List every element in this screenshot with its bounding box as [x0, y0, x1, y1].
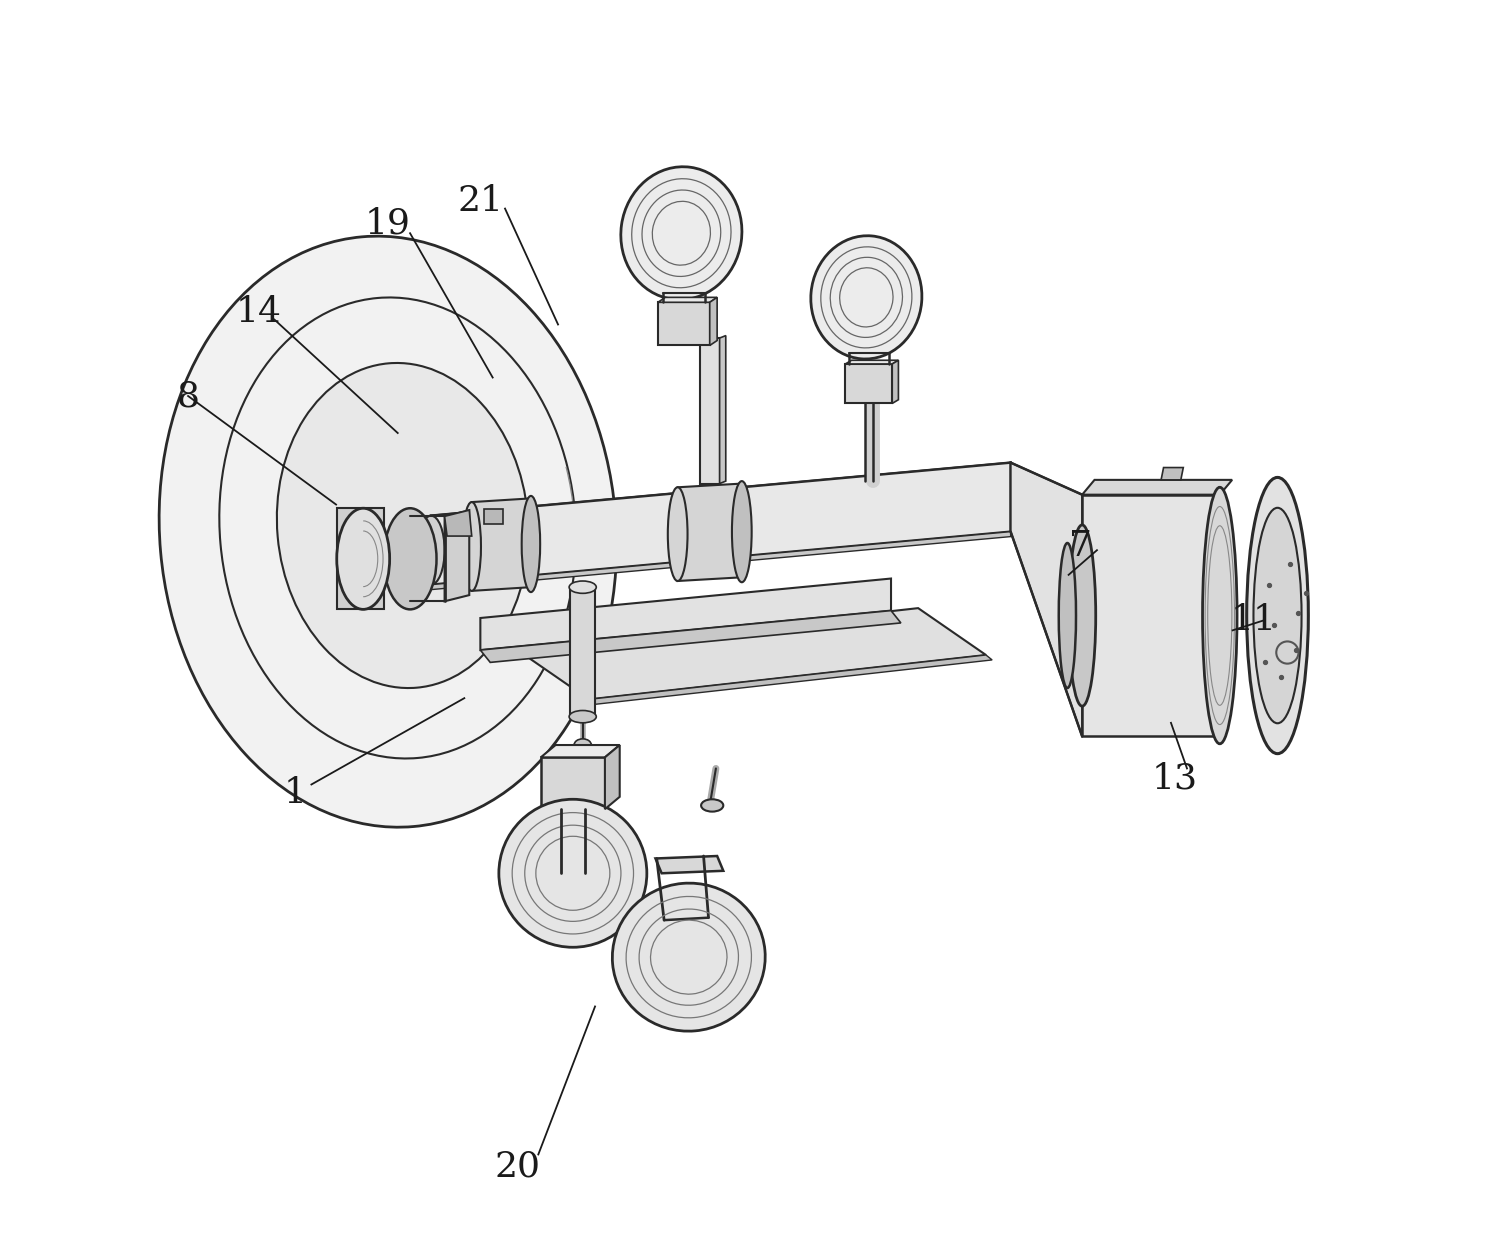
Polygon shape: [431, 462, 1011, 585]
Ellipse shape: [499, 800, 647, 947]
Polygon shape: [480, 578, 892, 650]
Ellipse shape: [1059, 543, 1077, 688]
Polygon shape: [658, 303, 710, 345]
Polygon shape: [485, 509, 502, 524]
Polygon shape: [444, 510, 471, 536]
Polygon shape: [431, 531, 1011, 590]
Polygon shape: [845, 360, 899, 363]
Polygon shape: [656, 857, 723, 874]
Ellipse shape: [1203, 487, 1238, 744]
Polygon shape: [541, 758, 605, 810]
Text: 14: 14: [236, 295, 282, 329]
Ellipse shape: [462, 502, 482, 591]
Polygon shape: [710, 298, 717, 345]
Polygon shape: [541, 745, 620, 758]
Polygon shape: [480, 611, 901, 662]
Text: 1: 1: [283, 776, 307, 810]
Text: 8: 8: [176, 379, 200, 413]
Ellipse shape: [613, 884, 765, 1031]
Text: 21: 21: [458, 184, 504, 219]
Polygon shape: [1082, 494, 1220, 737]
Polygon shape: [1011, 462, 1082, 737]
Ellipse shape: [570, 581, 596, 593]
Text: 13: 13: [1151, 761, 1197, 795]
Text: 20: 20: [495, 1149, 540, 1184]
Ellipse shape: [160, 236, 617, 827]
Ellipse shape: [277, 363, 528, 688]
Polygon shape: [892, 360, 899, 403]
Polygon shape: [678, 483, 743, 581]
Polygon shape: [699, 339, 720, 483]
Polygon shape: [589, 655, 992, 705]
Ellipse shape: [732, 481, 751, 582]
Ellipse shape: [811, 236, 921, 358]
Polygon shape: [571, 587, 595, 717]
Ellipse shape: [1069, 525, 1096, 706]
Polygon shape: [605, 745, 620, 810]
Ellipse shape: [1246, 477, 1308, 754]
Ellipse shape: [417, 515, 444, 585]
Polygon shape: [845, 363, 892, 403]
Polygon shape: [520, 608, 986, 700]
Polygon shape: [1082, 480, 1232, 494]
Polygon shape: [658, 298, 717, 303]
Text: 7: 7: [1069, 529, 1093, 564]
Polygon shape: [337, 508, 383, 609]
Polygon shape: [1161, 467, 1184, 480]
Ellipse shape: [337, 508, 389, 609]
Polygon shape: [444, 510, 470, 601]
Ellipse shape: [570, 711, 596, 723]
Ellipse shape: [1254, 508, 1302, 723]
Polygon shape: [471, 498, 531, 591]
Text: 11: 11: [1230, 603, 1276, 638]
Ellipse shape: [701, 800, 723, 812]
Ellipse shape: [668, 487, 687, 581]
Ellipse shape: [383, 508, 437, 609]
Ellipse shape: [522, 496, 540, 592]
Ellipse shape: [620, 167, 743, 299]
Polygon shape: [720, 336, 726, 483]
Text: 19: 19: [365, 206, 412, 240]
Polygon shape: [431, 462, 1011, 523]
Ellipse shape: [574, 739, 592, 751]
